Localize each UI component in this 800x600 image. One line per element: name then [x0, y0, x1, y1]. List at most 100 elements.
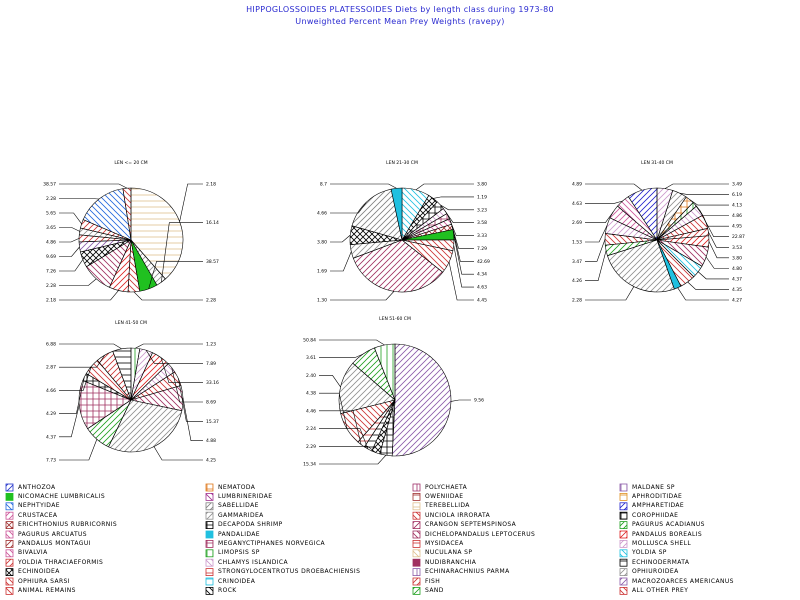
slice-label: 1.23	[206, 342, 216, 348]
legend-swatch	[619, 521, 628, 529]
slice-label: 3.80	[477, 182, 487, 188]
legend-label: NUDIBRANCHIA	[425, 558, 477, 566]
legend-swatch	[619, 549, 628, 558]
legend-label: YOLDIA THRACIAEFORMIS	[18, 558, 104, 566]
legend-swatch	[205, 540, 214, 548]
legend-swatch	[5, 587, 14, 595]
slice-label: 4.25	[206, 458, 216, 464]
slice-label: 38.57	[206, 259, 219, 265]
legend-label: GAMMARIDEA	[218, 511, 264, 519]
slice-label: 4.29	[46, 411, 56, 417]
slice-label: 6.19	[732, 192, 742, 198]
legend-label: CRUSTACEA	[18, 511, 58, 519]
legend-swatch	[5, 568, 14, 576]
legend-swatch	[205, 587, 214, 595]
legend-swatch	[5, 577, 14, 586]
legend-swatch	[412, 521, 421, 529]
legend-label: NUCULANA SP	[425, 549, 473, 557]
slice-label: 4.86	[46, 240, 56, 246]
pie-title: LEN <= 20 CM	[114, 160, 147, 166]
legend-label: MOLLUSCA SHELL	[632, 539, 692, 547]
slice-label: 4.27	[732, 298, 742, 304]
slice-label: 2.18	[206, 182, 216, 188]
slice-label: 4.86	[732, 213, 742, 219]
slice-label: 4.13	[732, 203, 742, 209]
slice-label: 15.34	[303, 462, 316, 468]
legend-swatch	[205, 549, 214, 558]
legend-swatch	[619, 530, 628, 539]
legend-swatch	[619, 540, 628, 548]
legend-swatch	[412, 511, 421, 520]
legend-label: MYSIDACEA	[425, 539, 464, 547]
legend-swatch	[619, 587, 628, 595]
legend-swatch	[5, 558, 14, 567]
slice-label: 2.18	[46, 298, 56, 304]
pie-slice	[391, 343, 452, 457]
slice-label: 4.88	[206, 438, 216, 444]
slice-label: 1.30	[317, 298, 327, 304]
legend-label: UNCIOLA IRRORATA	[425, 511, 491, 519]
legend-label: ECHINARACHNIUS PARMA	[425, 568, 510, 576]
legend-swatch	[619, 558, 628, 567]
legend-label: MACROZOARCES AMERICANUS	[632, 577, 734, 585]
legend-label: STRONGYLOCENTROTUS DROEBACHIENSIS	[218, 568, 361, 576]
slice-label: 8.69	[206, 400, 216, 406]
legend-label: NEMATODA	[218, 483, 256, 491]
legend-label: BIVALVIA	[18, 549, 48, 557]
legend-swatch	[5, 483, 14, 492]
legend-swatch	[205, 558, 214, 567]
slice-label: 7.73	[46, 458, 56, 464]
legend-swatch	[205, 521, 214, 529]
slice-label: 3.61	[306, 355, 316, 361]
legend-swatch	[412, 568, 421, 576]
pie-slice	[130, 187, 184, 280]
legend-label: LIMOPSIS SP	[218, 549, 260, 557]
slice-label: 3.58	[477, 220, 487, 226]
legend-label: PAGURUS ACADIANUS	[632, 521, 705, 529]
legend-swatch	[5, 502, 14, 511]
legend-label: ANTHOZOA	[18, 483, 56, 491]
legend-label: APHRODITIDAE	[632, 492, 683, 500]
legend-label: PANDALUS BOREALIS	[632, 530, 703, 538]
legend-swatch	[619, 577, 628, 586]
slice-label: 7.89	[206, 361, 216, 367]
slice-label: 4.46	[306, 408, 316, 414]
legend-label: CRINOIDEA	[218, 577, 256, 585]
legend-swatch	[5, 530, 14, 539]
legend-swatch	[5, 511, 14, 520]
legend-label: PAGURUS ARCUATUS	[18, 530, 88, 538]
pie-title: LEN 41-50 CM	[115, 320, 147, 326]
legend-label: LUMBRINERIDAE	[218, 492, 273, 500]
legend-label: DECAPODA SHRIMP	[218, 521, 283, 529]
slice-label: 1.69	[317, 269, 327, 275]
legend-swatch	[5, 549, 14, 558]
legend-label: NICOMACHE LUMBRICALIS	[18, 492, 106, 500]
slice-label: 2.28	[206, 298, 216, 304]
legend-label: ROCK	[218, 586, 237, 594]
slice-label: 4.63	[572, 201, 582, 207]
legend-swatch	[412, 483, 421, 492]
legend-label: SAND	[425, 586, 444, 594]
chart-subtitle: Unweighted Percent Mean Prey Weights (ra…	[295, 17, 505, 26]
slice-label: 4.38	[306, 391, 316, 397]
legend-swatch	[412, 540, 421, 548]
slice-label: 3.65	[46, 225, 56, 231]
slice-label: 7.29	[477, 246, 487, 252]
slice-label: 4.80	[732, 266, 742, 272]
slice-label: 3.49	[732, 182, 742, 188]
slice-label: 9.56	[474, 398, 484, 404]
legend-swatch	[412, 502, 421, 511]
legend-label: SABELLIDAE	[218, 502, 259, 510]
legend-swatch	[5, 521, 14, 529]
chart-title: HIPPOGLOSSOIDES PLATESSOIDES Diets by le…	[246, 5, 554, 14]
slice-label: 2.69	[572, 220, 582, 226]
slice-label: 4.26	[572, 278, 582, 284]
legend-label: CRANGON SEPTEMSPINOSA	[425, 521, 517, 529]
slice-label: 6.88	[46, 342, 56, 348]
slice-label: 50.84	[303, 338, 316, 344]
pie-title: LEN 51-60 CM	[379, 316, 411, 322]
legend-swatch	[205, 577, 214, 586]
slice-label: 16.14	[206, 220, 219, 226]
slice-label: 4.89	[572, 182, 582, 188]
legend-label: TEREBELLIDA	[425, 502, 470, 510]
